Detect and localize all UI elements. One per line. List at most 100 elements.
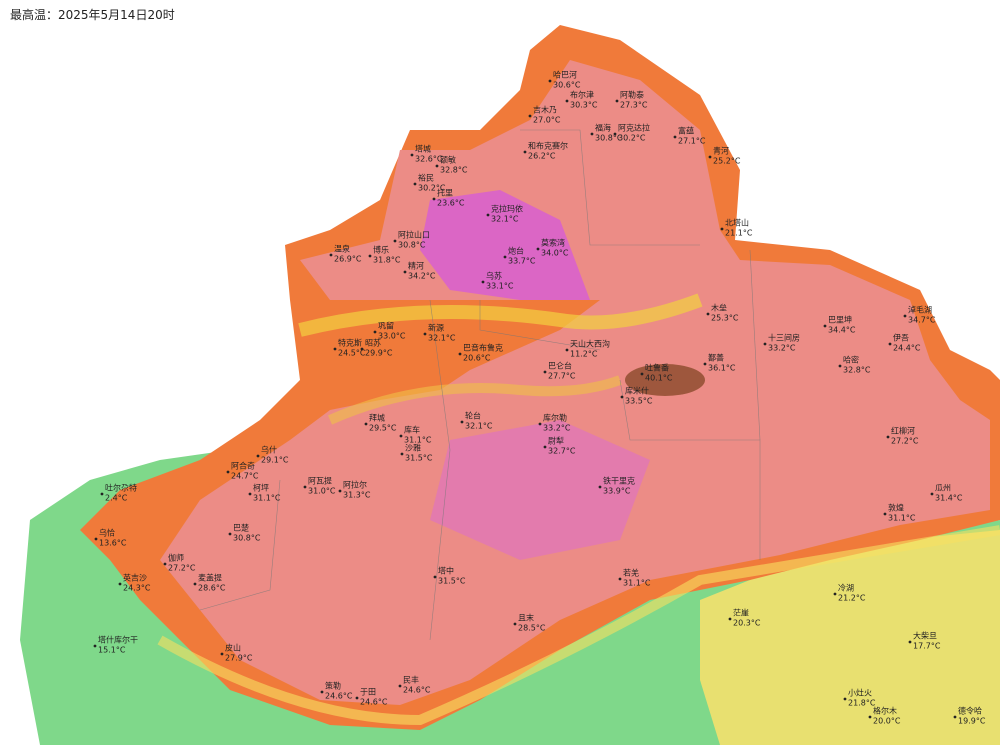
- station-temp: 32.8°C: [843, 366, 871, 375]
- station-temp: 2.4°C: [105, 494, 128, 503]
- station-name: 伊吾: [893, 333, 909, 343]
- station-name: 塔中: [438, 566, 454, 576]
- station-name: 和布克赛尔: [528, 141, 568, 151]
- station-dot: [903, 314, 907, 318]
- station-name: 克拉玛依: [491, 204, 523, 214]
- station-temp: 27.0°C: [533, 116, 561, 125]
- station-dot: [360, 347, 364, 351]
- station-temp: 31.4°C: [935, 494, 963, 503]
- station-temp: 31.0°C: [308, 487, 336, 496]
- station-name: 于田: [360, 688, 376, 697]
- station-name: 阿克达拉: [618, 123, 650, 133]
- station-temp: 33.7°C: [508, 257, 536, 266]
- station-temp: 34.4°C: [828, 326, 856, 335]
- station-name: 库米什: [625, 386, 649, 396]
- station-temp: 28.5°C: [518, 624, 546, 633]
- station-temp: 17.7°C: [913, 642, 941, 651]
- station-name: 阿合奇: [231, 461, 255, 471]
- station-temp: 23.6°C: [437, 199, 465, 208]
- station-temp: 34.0°C: [541, 249, 569, 258]
- station-name: 天山大西沟: [570, 339, 610, 349]
- station-dot: [843, 697, 847, 701]
- heat-magenta: [420, 190, 590, 300]
- station-name: 茫崖: [733, 608, 749, 618]
- station-dot: [523, 150, 527, 154]
- station-dot: [403, 270, 407, 274]
- station-temp: 30.8°C: [233, 534, 261, 543]
- station-dot: [368, 254, 372, 258]
- station-name: 红柳河: [891, 426, 915, 436]
- station-name: 巴里坤: [828, 315, 852, 325]
- station-dot: [398, 684, 402, 688]
- station-name: 青河: [713, 146, 729, 156]
- station-temp: 40.1°C: [645, 374, 673, 383]
- station-name: 阿勒泰: [620, 90, 644, 100]
- station-name: 托里: [437, 188, 453, 198]
- station-temp: 11.2°C: [570, 350, 598, 359]
- station-dot: [486, 213, 490, 217]
- station-temp: 21.1°C: [725, 229, 753, 238]
- station-dot: [163, 562, 167, 566]
- station-dot: [248, 492, 252, 496]
- station-dot: [435, 164, 439, 168]
- station-temp: 33.9°C: [603, 487, 631, 496]
- station-name: 乌恰: [99, 528, 115, 538]
- mountain-band: [298, 293, 703, 337]
- station-name: 炮台: [508, 246, 524, 256]
- station-name: 吉木乃: [533, 105, 557, 115]
- station-dot: [613, 132, 617, 136]
- station-name: 皮山: [225, 643, 241, 653]
- station-temp: 34.2°C: [408, 272, 436, 281]
- station-temp: 30.3°C: [570, 101, 598, 110]
- station-name: 博乐: [373, 245, 389, 255]
- station-name: 莫索湾: [541, 238, 565, 248]
- station-dot: [460, 420, 464, 424]
- station-dot: [364, 422, 368, 426]
- station-name: 巩留: [378, 321, 394, 331]
- station-temp: 27.7°C: [548, 372, 576, 381]
- station-name: 木垒: [711, 303, 727, 313]
- station-temp: 15.1°C: [98, 646, 126, 655]
- station-temp: 27.9°C: [225, 654, 253, 663]
- station-name: 吐尔尕特: [105, 483, 137, 493]
- station-name: 策勒: [325, 681, 341, 691]
- station-temp: 32.7°C: [548, 447, 576, 456]
- boundaries: [199, 129, 761, 641]
- station-dot: [886, 435, 890, 439]
- station-temp: 34.7°C: [908, 316, 936, 325]
- station-temp: 24.6°C: [325, 692, 353, 701]
- station-temp: 30.2°C: [618, 134, 646, 143]
- station-dot: [833, 592, 837, 596]
- station-temp: 24.4°C: [893, 344, 921, 353]
- station-temp: 31.1°C: [253, 494, 281, 503]
- station-temp: 27.2°C: [168, 564, 196, 573]
- station-dot: [400, 452, 404, 456]
- station-name: 昭苏: [365, 338, 381, 348]
- station-dot: [908, 640, 912, 644]
- station-dot: [220, 652, 224, 656]
- station-name: 库尔勒: [543, 413, 567, 423]
- station-dot: [338, 489, 342, 493]
- station-dot: [399, 434, 403, 438]
- station-temp: 31.3°C: [343, 491, 371, 500]
- station-dot: [598, 485, 602, 489]
- station-temp: 24.7°C: [231, 472, 259, 481]
- station-temp: 20.6°C: [463, 354, 491, 363]
- station-temp: 27.2°C: [891, 437, 919, 446]
- station-dot: [538, 422, 542, 426]
- station-name: 库车: [404, 425, 420, 435]
- station-name: 布尔津: [570, 90, 594, 100]
- station-temp: 29.1°C: [261, 456, 289, 465]
- station-name: 格尔木: [873, 706, 897, 716]
- station-name: 瓜州: [935, 484, 951, 493]
- station-temp: 20.0°C: [873, 717, 901, 726]
- station-temp: 31.5°C: [405, 454, 433, 463]
- station-name: 巴楚: [233, 523, 249, 533]
- station-temp: 33.1°C: [486, 282, 514, 291]
- station-dot: [883, 512, 887, 516]
- station-name: 哈密: [843, 355, 859, 365]
- station-dot: [503, 255, 507, 259]
- station-temp: 27.1°C: [678, 137, 706, 146]
- station-name: 塔什库尔干: [98, 635, 138, 645]
- station-dot: [320, 690, 324, 694]
